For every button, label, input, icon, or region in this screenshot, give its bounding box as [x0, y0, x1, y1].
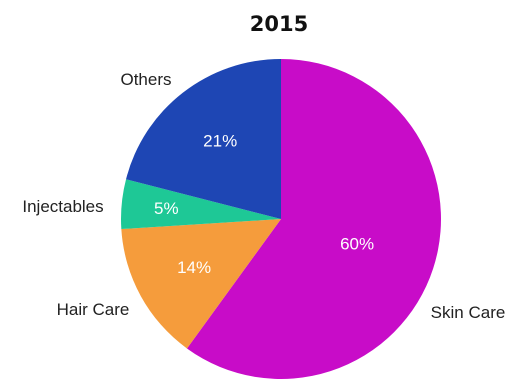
- pie-labels: 60% Skin Care 14% Hair Care 5% Injectables 21%…: [22, 70, 505, 322]
- slice-category-label: Others: [120, 70, 171, 89]
- slice-value-label: 14%: [177, 258, 211, 277]
- pie-slice-skin-care: [186, 59, 441, 379]
- pie-slice-injectables: [121, 179, 281, 230]
- pie-slice-hair-care: [121, 219, 281, 349]
- slice-category-label: Hair Care: [57, 300, 130, 319]
- pie-slices: [121, 59, 441, 379]
- pie-slice-others: [126, 59, 281, 219]
- slice-value-label: 5%: [154, 199, 179, 218]
- slice-category-label: Skin Care: [431, 303, 506, 322]
- slice-value-label: 60%: [340, 235, 374, 254]
- chart-title: 2015: [250, 12, 308, 36]
- slice-category-label: Injectables: [22, 197, 103, 216]
- slice-value-label: 21%: [203, 132, 237, 151]
